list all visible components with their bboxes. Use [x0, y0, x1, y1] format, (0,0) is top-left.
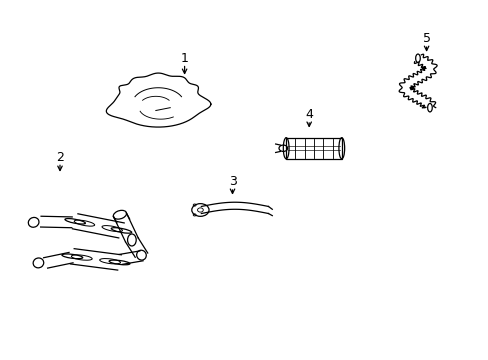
- Text: 3: 3: [228, 175, 236, 188]
- Text: 5: 5: [422, 32, 430, 45]
- Text: 2: 2: [56, 150, 64, 163]
- Text: 4: 4: [305, 108, 312, 121]
- Bar: [285, 138, 341, 159]
- Text: 1: 1: [180, 52, 188, 65]
